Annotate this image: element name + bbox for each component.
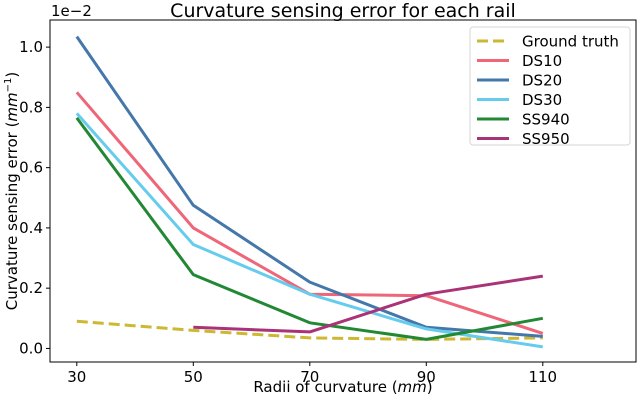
y-axis: 0.0 0.2 0.4 0.6 0.8 1.0 [19, 38, 50, 357]
x-axis-label: Radii of curvature (mm) [253, 378, 432, 396]
series-line-ss940 [75, 117, 544, 341]
y-tick-label: 0.2 [19, 279, 43, 297]
x-tick-label: 90 [417, 368, 436, 386]
x-tick-label: 50 [184, 368, 203, 386]
legend-label: DS20 [522, 72, 562, 90]
chart-title: Curvature sensing error for each rail [170, 0, 516, 22]
legend-label: DS30 [522, 91, 562, 109]
series-line-ground-truth [76, 319, 543, 341]
y-axis-label: Curvature sensing error (mm−1) [3, 72, 21, 311]
series-line-ss950 [193, 274, 544, 334]
x-tick-label: 70 [300, 368, 319, 386]
x-tick-label: 110 [528, 368, 557, 386]
y-tick-label: 0.6 [19, 159, 43, 177]
legend-label: SS940 [522, 111, 570, 129]
y-tick-label: 0.0 [19, 339, 43, 357]
legend-label: SS950 [522, 130, 570, 148]
y-tick-label: 0.4 [19, 219, 43, 237]
axes-frame [49, 19, 637, 363]
x-axis: 30 50 70 90 110 [67, 362, 557, 386]
series-line-ds20 [75, 35, 543, 338]
legend-box [469, 26, 631, 146]
y-tick-label: 0.8 [19, 98, 43, 116]
plot-area [75, 35, 544, 349]
y-offset-text: 1e−2 [51, 2, 92, 20]
legend-label: DS10 [522, 52, 562, 70]
x-tick-label: 30 [67, 368, 86, 386]
series-line-ds30 [75, 112, 544, 349]
legend-label: Ground truth [522, 33, 619, 51]
y-tick-label: 1.0 [19, 38, 43, 56]
